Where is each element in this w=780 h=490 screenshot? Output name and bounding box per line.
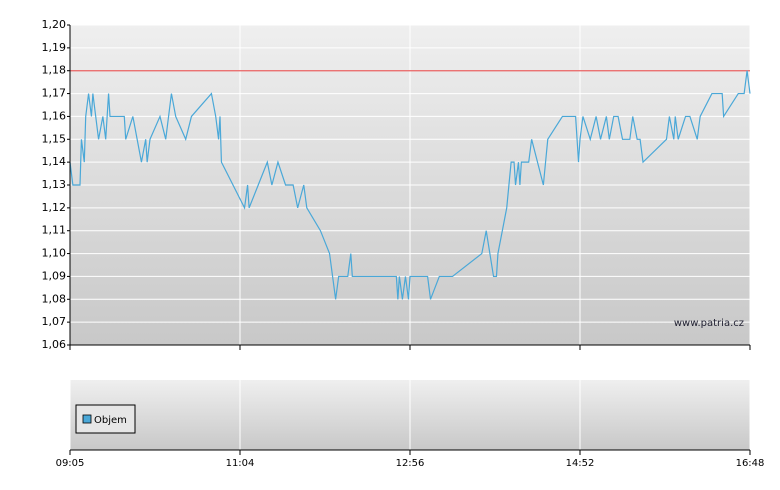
y-tick-label: 1,09 (42, 269, 67, 282)
y-tick-label: 1,18 (42, 64, 67, 77)
y-tick-label: 1,19 (42, 41, 67, 54)
watermark: www.patria.cz (674, 318, 744, 329)
y-tick-label: 1,06 (42, 338, 67, 351)
x-tick-label: 11:04 (226, 458, 255, 469)
y-tick-label: 1,14 (42, 155, 67, 168)
grid (69, 24, 751, 450)
marks (69, 70, 751, 300)
legend-swatch (82, 414, 92, 424)
y-tick-label: 1,07 (42, 315, 67, 328)
x-tick-label: 12:56 (396, 458, 425, 469)
y-tick-label: 1,08 (42, 292, 67, 305)
price-line (69, 70, 751, 300)
x-tick-label: 16:48 (736, 458, 765, 469)
legend: Objem (75, 404, 136, 434)
y-tick-label: 1,13 (42, 178, 67, 191)
y-tick-label: 1,16 (42, 109, 67, 122)
y-tick-label: 1,17 (42, 87, 67, 100)
y-tick-label: 1,20 (42, 18, 67, 31)
x-tick-label: 09:05 (56, 458, 85, 469)
y-tick-label: 1,11 (42, 224, 67, 237)
legend-label: Objem (94, 415, 127, 426)
x-tick-label: 14:52 (566, 458, 595, 469)
y-tick-label: 1,15 (42, 132, 67, 145)
y-tick-label: 1,12 (42, 201, 67, 214)
y-tick-label: 1,10 (42, 247, 67, 260)
